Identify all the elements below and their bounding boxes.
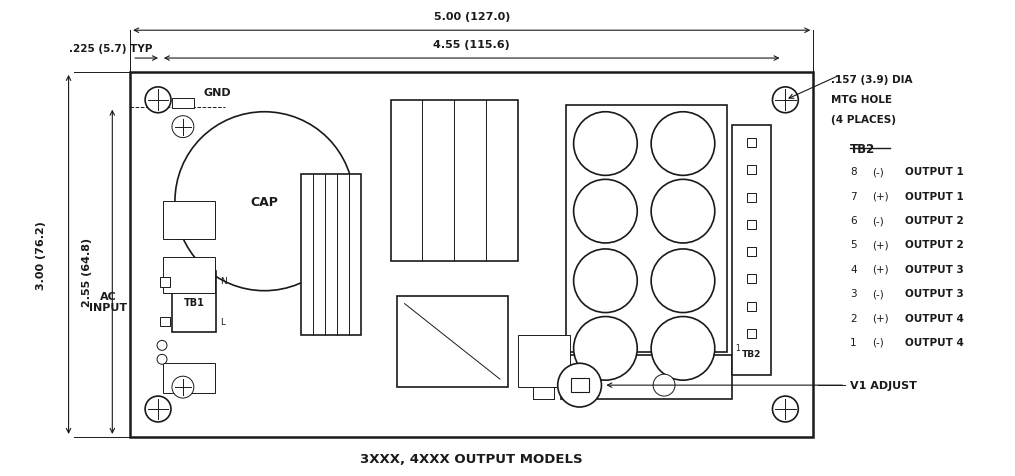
Circle shape <box>145 88 171 113</box>
Text: 1: 1 <box>736 343 740 352</box>
Bar <box>160 277 170 287</box>
Text: CAP: CAP <box>251 195 278 208</box>
Circle shape <box>573 180 637 243</box>
Circle shape <box>772 396 798 422</box>
Circle shape <box>653 375 675 396</box>
Text: OUTPUT 2: OUTPUT 2 <box>904 216 963 226</box>
Bar <box>172 271 216 333</box>
Bar <box>565 106 727 353</box>
Circle shape <box>172 377 194 398</box>
Text: 6: 6 <box>850 216 857 226</box>
Text: OUTPUT 4: OUTPUT 4 <box>904 313 963 323</box>
Text: 5.00 (127.0): 5.00 (127.0) <box>433 12 510 22</box>
Text: 5: 5 <box>850 240 857 250</box>
Circle shape <box>557 364 602 407</box>
Bar <box>747 248 756 257</box>
Bar <box>560 356 732 399</box>
Text: (-): (-) <box>872 167 884 177</box>
Circle shape <box>175 112 354 291</box>
Bar <box>570 378 589 392</box>
Bar <box>518 336 569 387</box>
Bar <box>747 302 756 311</box>
Text: N: N <box>219 277 226 286</box>
Bar <box>747 329 756 338</box>
Circle shape <box>573 317 637 380</box>
Text: OUTPUT 2: OUTPUT 2 <box>904 240 963 250</box>
Text: (+): (+) <box>872 240 888 250</box>
Bar <box>747 193 756 202</box>
Bar <box>747 166 756 175</box>
Text: AC
INPUT: AC INPUT <box>89 291 128 313</box>
Text: (+): (+) <box>872 264 888 274</box>
Text: OUTPUT 1: OUTPUT 1 <box>904 191 963 201</box>
Text: 1: 1 <box>850 337 857 347</box>
Bar <box>747 139 756 148</box>
Text: .157 (3.9) DIA: .157 (3.9) DIA <box>831 75 912 85</box>
Text: (+): (+) <box>872 313 888 323</box>
Text: GND: GND <box>204 88 231 98</box>
Text: (+): (+) <box>872 191 888 201</box>
Circle shape <box>652 112 715 176</box>
Bar <box>160 317 170 327</box>
Text: MTG HOLE: MTG HOLE <box>831 95 892 105</box>
Circle shape <box>573 112 637 176</box>
Bar <box>163 364 215 393</box>
Text: .225 (5.7) TYP: .225 (5.7) TYP <box>69 44 152 54</box>
Bar <box>163 258 215 293</box>
Circle shape <box>652 317 715 380</box>
Text: OUTPUT 1: OUTPUT 1 <box>904 167 963 177</box>
Circle shape <box>652 249 715 313</box>
Text: OUTPUT 3: OUTPUT 3 <box>904 288 963 298</box>
Text: 3.00 (76.2): 3.00 (76.2) <box>36 220 46 289</box>
Bar <box>163 202 215 239</box>
Circle shape <box>145 396 171 422</box>
Circle shape <box>573 249 637 313</box>
Text: (4 PLACES): (4 PLACES) <box>831 115 896 124</box>
Circle shape <box>772 88 798 113</box>
Text: 3XXX, 4XXX OUTPUT MODELS: 3XXX, 4XXX OUTPUT MODELS <box>360 452 583 465</box>
Bar <box>172 99 194 109</box>
Text: TB1: TB1 <box>184 297 204 307</box>
Bar <box>130 73 813 437</box>
Bar <box>397 296 508 387</box>
Text: 7: 7 <box>850 191 857 201</box>
Text: 4.55 (115.6): 4.55 (115.6) <box>433 40 511 50</box>
Text: 3: 3 <box>850 288 857 298</box>
Circle shape <box>157 341 167 351</box>
Text: (-): (-) <box>872 288 884 298</box>
Text: (-): (-) <box>872 337 884 347</box>
Bar <box>747 275 756 284</box>
Text: TB2: TB2 <box>742 349 761 358</box>
Bar <box>732 125 771 376</box>
Text: 2: 2 <box>850 313 857 323</box>
Text: V1 ADJUST: V1 ADJUST <box>850 380 917 390</box>
Bar <box>747 220 756 229</box>
Text: 2.55 (64.8): 2.55 (64.8) <box>82 238 92 307</box>
Circle shape <box>652 180 715 243</box>
Text: OUTPUT 4: OUTPUT 4 <box>904 337 963 347</box>
Text: 8: 8 <box>850 167 857 177</box>
Bar <box>301 175 361 336</box>
Text: L: L <box>219 317 224 327</box>
Text: TB2: TB2 <box>850 142 875 155</box>
Circle shape <box>157 355 167 365</box>
Text: OUTPUT 3: OUTPUT 3 <box>904 264 963 274</box>
Text: 4: 4 <box>850 264 857 274</box>
Bar <box>391 100 518 261</box>
Text: (-): (-) <box>872 216 884 226</box>
Circle shape <box>172 117 194 139</box>
